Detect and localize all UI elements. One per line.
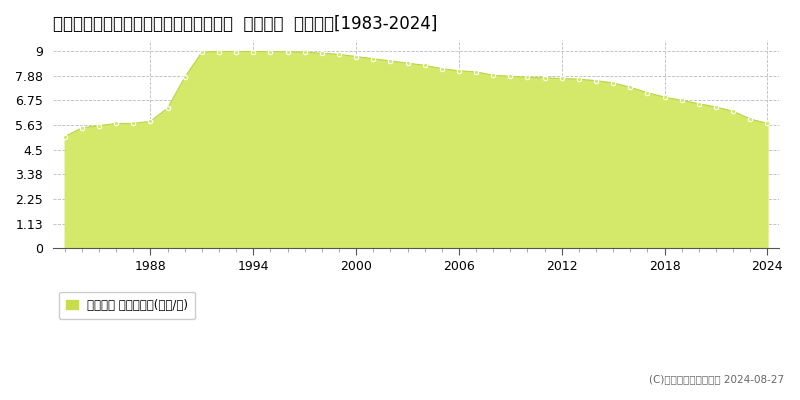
Text: 栃木県足利市菅田町字東根８６９番１外  地価公示  地価推移[1983-2024]: 栃木県足利市菅田町字東根８６９番１外 地価公示 地価推移[1983-2024] bbox=[53, 15, 437, 33]
Text: (C)土地価格ドットコム 2024-08-27: (C)土地価格ドットコム 2024-08-27 bbox=[649, 374, 784, 384]
Legend: 地価公示 平均坪単価(万円/坪): 地価公示 平均坪単価(万円/坪) bbox=[58, 292, 195, 319]
